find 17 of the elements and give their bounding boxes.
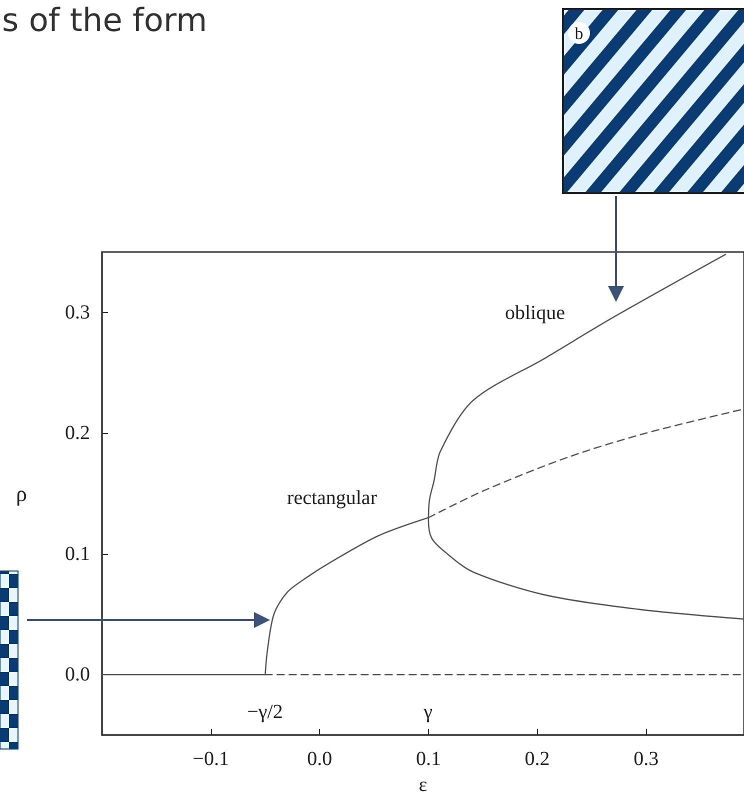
y-tick-label: 0.1: [65, 542, 90, 565]
y-tick-label: 0.3: [65, 301, 90, 324]
x-tick-label: 0.3: [634, 748, 659, 770]
annotation: γ: [422, 701, 433, 723]
annotation: −γ/2: [247, 701, 283, 723]
text: s of the form: [2, 0, 208, 40]
annotation: rectangular: [287, 487, 378, 509]
y-axis-title: ρ: [16, 481, 28, 506]
x-tick-label: 0.1: [416, 748, 441, 770]
y-tick-label: 0.0: [65, 664, 90, 686]
x-axis-title: ε: [418, 774, 428, 796]
y-tick-label: 0.2: [65, 422, 90, 444]
x-tick-label: 0.2: [524, 748, 550, 770]
annotation: oblique: [505, 302, 566, 324]
x-tick-label: −0.1: [192, 748, 229, 770]
text: b: [574, 24, 584, 43]
x-tick-label: 0.0: [307, 748, 332, 770]
